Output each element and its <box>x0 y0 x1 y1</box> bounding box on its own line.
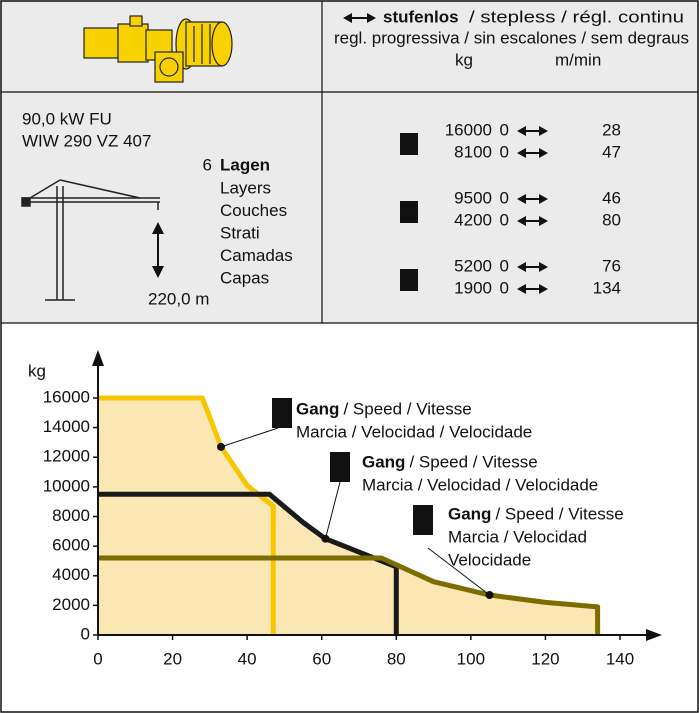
speed-min: 0 <box>500 120 509 139</box>
y-tick-label: 6000 <box>52 536 90 555</box>
speed-max: 47 <box>602 142 621 161</box>
speed-min: 0 <box>500 210 509 229</box>
rope-length: 220,0 m <box>148 289 209 308</box>
load: 1900 <box>454 278 492 297</box>
gear-number: 3 <box>404 270 413 289</box>
y-tick-label: 10000 <box>43 476 90 495</box>
mode-translations: / stepless / régl. continu <box>469 7 684 26</box>
annotation-text: Velocidade <box>448 550 531 569</box>
annotation-dot <box>217 443 225 451</box>
gear-number: 1 <box>277 403 286 422</box>
x-tick-label: 100 <box>457 649 485 668</box>
annotation-dot <box>486 591 494 599</box>
leader-line <box>325 482 340 539</box>
x-tick-label: 80 <box>387 649 406 668</box>
speed-min: 0 <box>500 256 509 275</box>
load: 9500 <box>454 188 492 207</box>
load: 16000 <box>445 120 492 139</box>
load: 5200 <box>454 256 492 275</box>
y-tick-label: 14000 <box>43 417 90 436</box>
datasheet: stufenlos / stepless / régl. continu regl.… <box>0 0 699 713</box>
annotation-dot <box>321 535 329 543</box>
annotation-text: / Speed / Vitesse <box>495 504 623 523</box>
mode-label: stufenlos <box>383 7 459 26</box>
model: WIW 290 VZ 407 <box>22 131 151 150</box>
annotation-text: Marcia / Velocidad / Velocidade <box>362 475 598 494</box>
layers-translation: Strati <box>220 223 260 242</box>
gear-number: 3 <box>418 510 427 529</box>
mode-line2: regl. progressiva / sin escalones / sem … <box>334 28 689 47</box>
speed-max: 80 <box>602 210 621 229</box>
annotation-text: Marcia / Velocidad / Velocidade <box>296 422 532 441</box>
layers-count: 6 <box>203 155 212 174</box>
speed-max: 76 <box>602 256 621 275</box>
load: 4200 <box>454 210 492 229</box>
unit-load: kg <box>455 50 473 69</box>
y-tick-label: 4000 <box>52 565 90 584</box>
layers-translation: Couches <box>220 201 287 220</box>
annotation-word: Gang <box>448 504 491 523</box>
annotation-word: Gang <box>296 399 339 418</box>
y-axis-label: kg <box>28 361 46 380</box>
layers-translation: Capas <box>220 268 269 287</box>
leader-line <box>221 428 278 447</box>
axis-arrow <box>646 629 662 641</box>
load: 8100 <box>454 142 492 161</box>
x-tick-label: 0 <box>93 649 102 668</box>
speed-max: 28 <box>602 120 621 139</box>
x-tick-label: 40 <box>238 649 257 668</box>
page: stufenlos / stepless / régl. continu regl.… <box>0 0 699 713</box>
annotation-text: / Speed / Vitesse <box>343 399 471 418</box>
speed-min: 0 <box>500 188 509 207</box>
gear-number: 1 <box>404 134 413 153</box>
speed-max: 134 <box>593 278 621 297</box>
y-tick-label: 0 <box>81 624 90 643</box>
x-tick-label: 140 <box>606 649 634 668</box>
axis-arrow <box>92 350 104 366</box>
x-tick-label: 20 <box>163 649 182 668</box>
annotation-word: Gang <box>362 452 405 471</box>
y-tick-label: 12000 <box>43 447 90 466</box>
speed-min: 0 <box>500 142 509 161</box>
y-tick-label: 8000 <box>52 506 90 525</box>
speed-max: 46 <box>602 188 621 207</box>
power: 90,0 kW FU <box>22 109 112 128</box>
speed-min: 0 <box>500 278 509 297</box>
y-tick-label: 2000 <box>52 595 90 614</box>
layers-translation: Layers <box>220 178 271 197</box>
gear-number: 2 <box>335 457 344 476</box>
layers-label: Lagen <box>220 155 270 174</box>
annotation-text: Marcia / Velocidad <box>448 527 587 546</box>
layers-translation: Camadas <box>220 246 293 265</box>
area-fill <box>98 558 598 635</box>
y-tick-label: 16000 <box>43 387 90 406</box>
annotation-text: / Speed / Vitesse <box>409 452 537 471</box>
x-tick-label: 60 <box>312 649 331 668</box>
x-tick-label: 120 <box>531 649 559 668</box>
unit-speed: m/min <box>555 50 601 69</box>
gear-number: 2 <box>404 202 413 221</box>
chart: kg 0 2000 4000 6000 8000 10000 12000 14000 16000 0… <box>28 350 662 668</box>
